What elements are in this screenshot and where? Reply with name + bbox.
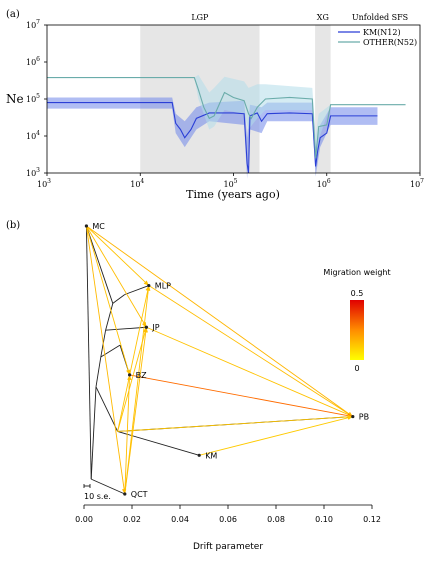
annotation-unfolded-sfs: Unfolded SFS <box>352 13 408 22</box>
migration-edge <box>117 285 150 432</box>
series-line-km <box>47 102 378 174</box>
panel-a-label: (a) <box>6 9 20 20</box>
tree-edge <box>95 356 102 387</box>
migration-legend: Migration weight 0.5 0 <box>323 268 390 373</box>
tree-edge <box>105 303 114 331</box>
scale-bar: 10 s.e. <box>83 484 111 501</box>
confidence-bands <box>47 74 406 179</box>
migration-legend-max: 0.5 <box>351 289 364 298</box>
migration-legend-min: 0 <box>354 364 359 373</box>
x-axis-label: Drift parameter <box>193 542 263 552</box>
migration-edge <box>117 416 353 432</box>
confidence-band-km <box>47 97 378 179</box>
tree-edge <box>124 285 149 295</box>
migration-edge <box>124 285 150 495</box>
shaded-region-label: LGP <box>191 13 209 22</box>
migration-legend-title: Migration weight <box>323 268 390 277</box>
tree-edge <box>112 294 126 304</box>
x-tick-label: 107 <box>410 178 424 189</box>
migration-arrowhead <box>143 280 149 286</box>
migration-edge <box>85 225 131 376</box>
x-tick-label: 0.04 <box>171 515 189 524</box>
legend: KM(N12) OTHER(N52) <box>338 28 417 47</box>
y-axis-label: Ne <box>6 92 24 106</box>
migration-edge <box>124 374 131 495</box>
leaf-label: MC <box>92 222 105 231</box>
legend-other-label: OTHER(N52) <box>363 38 417 47</box>
x-axis-ticks: 103 104 105 106 107 <box>37 173 424 189</box>
migration-arrowhead <box>347 414 353 420</box>
x-tick-label: 104 <box>130 178 144 189</box>
tree-edge <box>90 386 97 480</box>
y-axis-ticks: 103 104 105 106 107 <box>26 19 47 178</box>
tree-edge <box>95 386 119 432</box>
leaf-node <box>123 492 127 496</box>
leaf-node <box>128 373 132 377</box>
x-tick-label: 0.12 <box>363 515 381 524</box>
leaf-label: QCT <box>131 490 148 499</box>
leaf-node <box>84 224 88 228</box>
y-tick-label: 103 <box>26 167 40 178</box>
migration-edges <box>85 225 354 495</box>
leaf-label: PB <box>359 413 369 422</box>
shaded-region-label: XG <box>317 13 329 22</box>
migration-edge <box>86 225 354 417</box>
migration-color-scale <box>350 300 364 360</box>
y-tick-label: 104 <box>26 130 40 141</box>
x-tick-label: 0.02 <box>123 515 141 524</box>
leaf-label: MLP <box>155 282 171 291</box>
leaf-node <box>147 283 151 288</box>
series-lines <box>47 76 406 174</box>
y-tick-label: 106 <box>26 56 40 67</box>
x-axis-label: Time (years ago) <box>186 188 280 201</box>
migration-arrowhead <box>127 374 132 380</box>
migration-edge <box>85 225 126 495</box>
tree-edge <box>100 344 121 358</box>
tree-edge <box>105 326 147 331</box>
migration-arrowhead <box>146 285 151 291</box>
migration-edge <box>86 225 147 328</box>
panel-a: (a) LGP XG 103 104 105 106 107 10310410510610… <box>6 9 424 201</box>
tree-edge <box>85 225 114 304</box>
migration-edge <box>199 416 353 456</box>
panel-b-label: (b) <box>6 220 20 231</box>
x-tick-label: 106 <box>317 178 331 189</box>
series-line-other <box>47 76 406 159</box>
tree-edge <box>85 225 92 480</box>
y-tick-label: 105 <box>26 93 40 104</box>
leaf-label: BZ <box>136 371 147 380</box>
tree-leaves: MC MLP JP BZ PB KM QCT <box>84 222 369 499</box>
x-tick-label: 103 <box>37 178 51 189</box>
x-axis-ticks: 0.00 0.02 0.04 0.06 0.08 0.10 0.12 <box>75 505 381 524</box>
x-tick-label: 105 <box>223 178 237 189</box>
legend-km-label: KM(N12) <box>363 28 401 37</box>
x-tick-label: 0.06 <box>219 515 237 524</box>
leaf-node <box>144 325 148 329</box>
leaf-label: JP <box>151 323 159 332</box>
migration-edge <box>148 285 354 417</box>
confidence-band-other <box>47 74 406 167</box>
migration-arrowhead <box>143 327 148 333</box>
leaf-label: KM <box>205 451 217 460</box>
y-tick-label: 107 <box>26 19 40 30</box>
x-tick-label: 0.10 <box>315 515 333 524</box>
x-tick-label: 0.00 <box>75 515 93 524</box>
leaf-node <box>351 414 355 419</box>
x-tick-label: 0.08 <box>267 515 285 524</box>
migration-edge <box>86 225 150 286</box>
tree-edge <box>91 478 125 495</box>
scale-bar-label: 10 s.e. <box>84 492 111 501</box>
migration-edge <box>146 326 353 417</box>
leaf-node <box>197 453 201 457</box>
migration-edge <box>129 374 353 418</box>
